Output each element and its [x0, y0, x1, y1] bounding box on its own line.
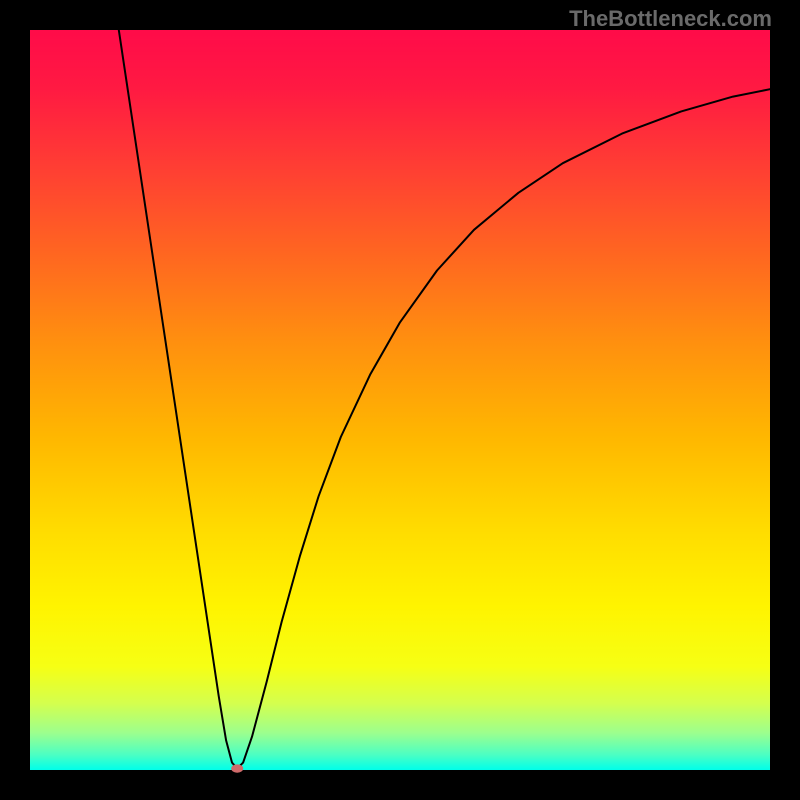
chart-border-bottom	[0, 770, 800, 800]
chart-border-left	[0, 0, 30, 800]
chart-border-right	[770, 0, 800, 800]
chart-container: TheBottleneck.com	[0, 0, 800, 800]
watermark-text: TheBottleneck.com	[569, 6, 772, 32]
chart-background	[30, 30, 770, 770]
bottleneck-curve-chart	[0, 0, 800, 800]
optimum-marker	[231, 764, 243, 772]
